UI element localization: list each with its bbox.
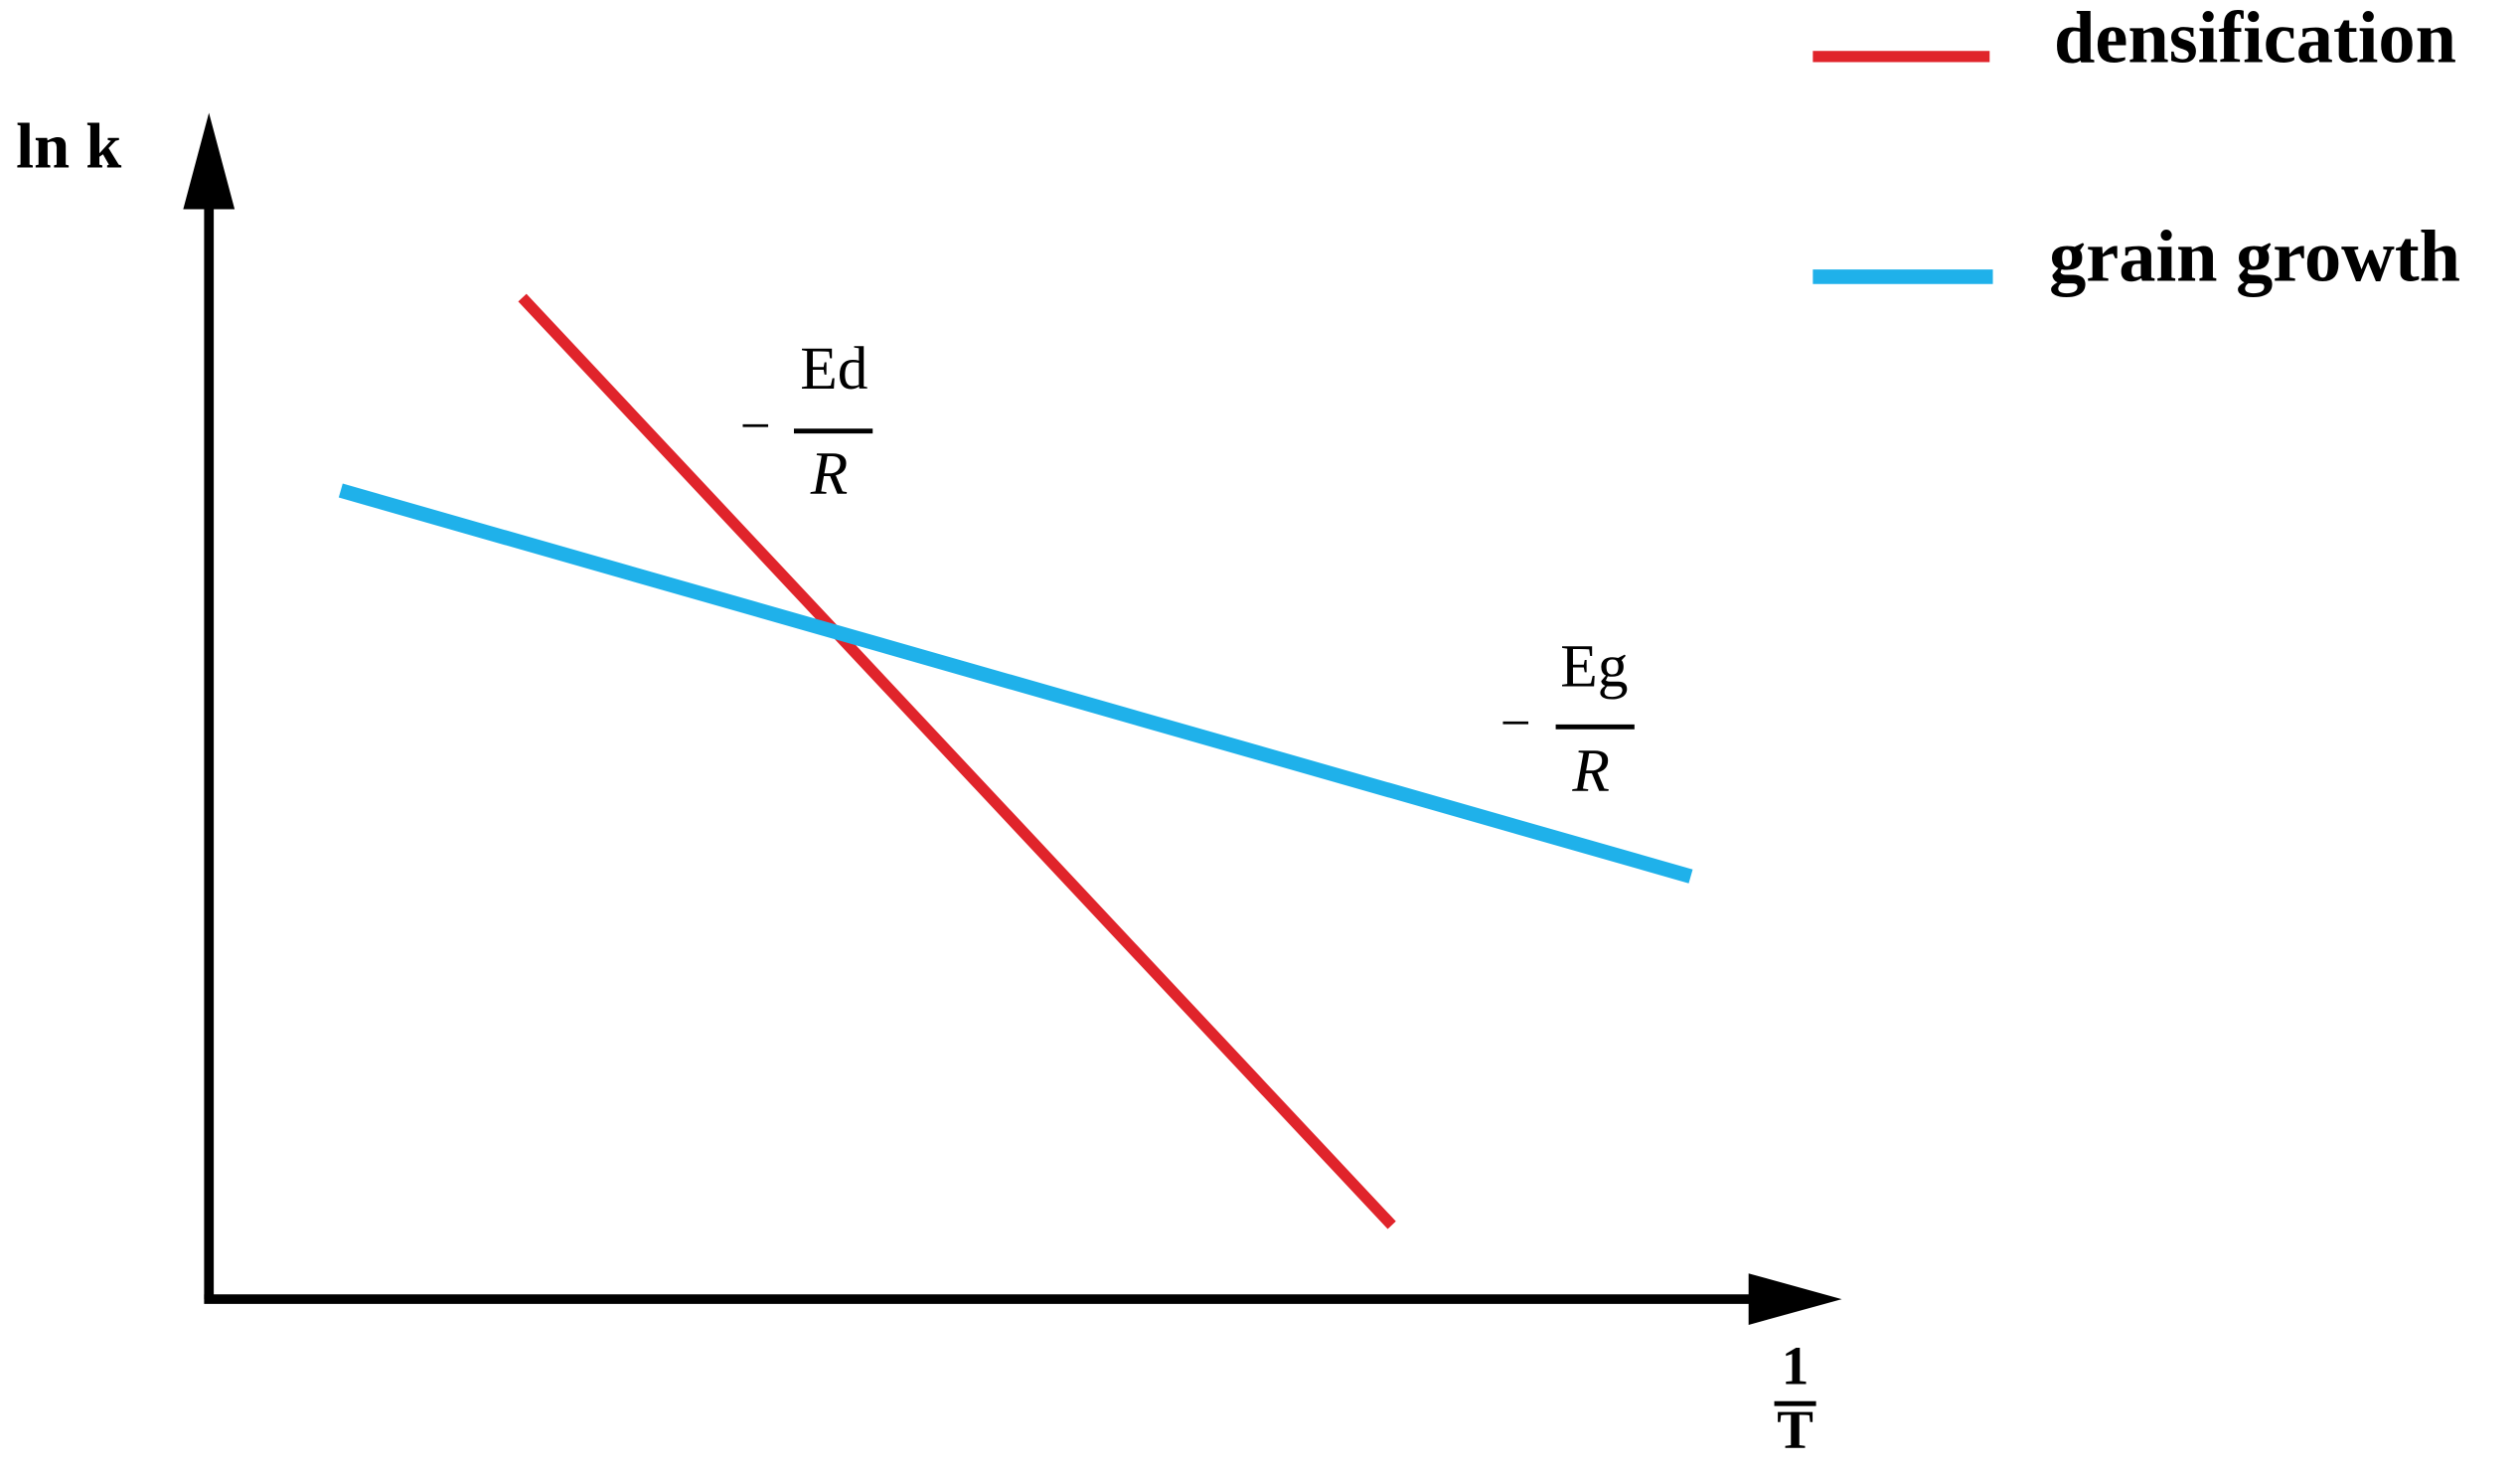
x-axis-label-numerator: 1	[1782, 1335, 1809, 1395]
annotation-numerator: Eg	[1560, 632, 1628, 700]
densification-line	[518, 293, 1396, 1229]
legend-label: grain growth	[2049, 217, 2460, 298]
annotation-numerator: Ed	[800, 335, 867, 403]
y-axis-arrow	[183, 112, 236, 210]
legend-label: densification	[2054, 0, 2456, 80]
annotation-sign: −	[740, 395, 771, 455]
x-axis-label-denominator: T	[1777, 1399, 1813, 1460]
annotation-denominator: R	[810, 439, 849, 507]
grain-growth-line	[338, 483, 1693, 884]
y-axis-label: ln k	[16, 110, 121, 182]
x-axis-arrow	[1748, 1273, 1842, 1325]
annotation-sign: −	[1500, 693, 1531, 753]
annotation-denominator: R	[1571, 737, 1610, 805]
